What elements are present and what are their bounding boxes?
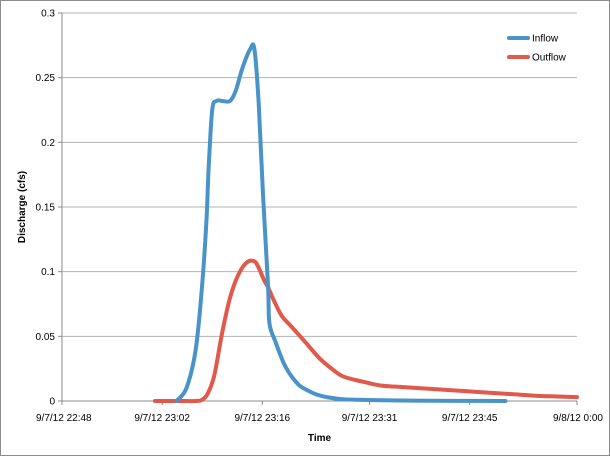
x-tick-label-3: 9/7/12 23:31 [342,413,398,424]
x-axis-title: Time [308,433,332,444]
y-axis-title: Discharge (cfs) [17,171,28,243]
x-tick-label-2: 9/7/12 23:16 [234,413,290,424]
legend-label-inflow: Inflow [532,34,559,45]
x-tick-label-4: 9/7/12 23:45 [442,413,498,424]
series-line-outflow [152,258,579,404]
legend-label-outflow: Outflow [532,53,567,64]
y-tick-label-2: 0.1 [41,267,55,278]
x-tick-label-5: 9/8/12 0:00 [553,413,603,424]
series-line-inflow [174,42,508,403]
y-tick-label-5: 0.25 [36,73,56,84]
y-tick-label-6: 0.3 [41,9,55,20]
y-tick-label-3: 0.15 [36,203,56,214]
x-tick-label-0: 9/7/12 22:48 [36,413,92,424]
y-tick-label-1: 0.05 [36,332,56,343]
x-tick-label-1: 9/7/12 23:02 [134,413,190,424]
y-tick-label-4: 0.2 [41,138,55,149]
y-tick-label-0: 0 [49,397,55,408]
